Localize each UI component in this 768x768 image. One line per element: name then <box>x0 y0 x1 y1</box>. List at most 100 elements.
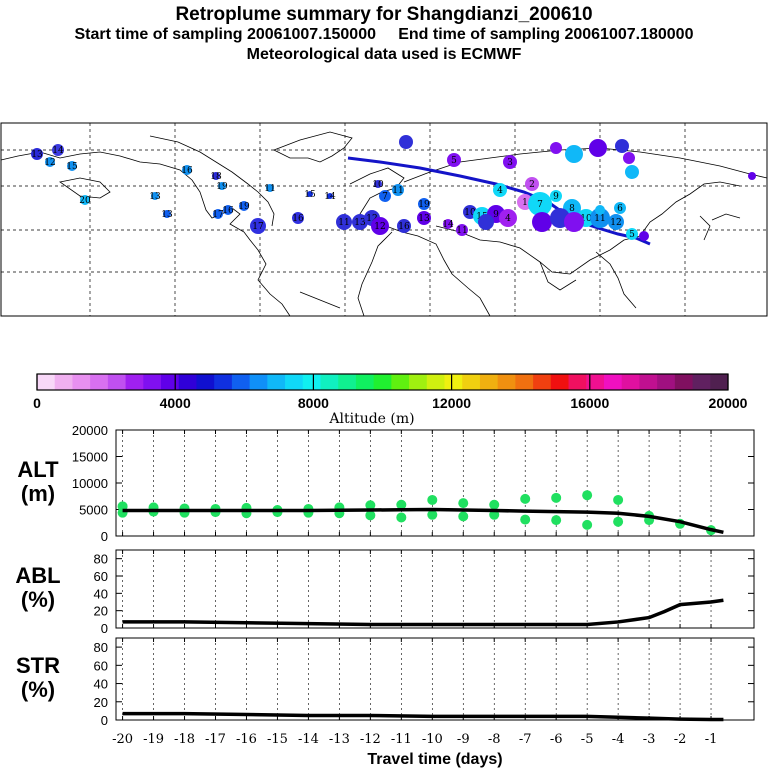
panel-frame <box>115 549 755 629</box>
colorbar-swatch <box>657 374 676 390</box>
map-marker-label: 14 <box>52 146 64 156</box>
map-marker-label: 20 <box>79 196 91 206</box>
x-tick-label: -5 <box>581 732 594 747</box>
map-marker <box>379 190 391 202</box>
map-marker-label: 13 <box>149 192 161 202</box>
altitude-point <box>613 516 624 527</box>
colorbar-label: Altitude (m) <box>328 411 414 426</box>
map-marker <box>525 177 539 191</box>
altitude-point <box>582 490 593 501</box>
map-marker-label: 5 <box>629 230 635 240</box>
map-marker-label: 10 <box>372 180 384 190</box>
map-marker-label: 13 <box>161 210 173 220</box>
map-marker <box>223 205 233 215</box>
x-tick-label: -11 <box>391 732 412 747</box>
x-axis-label: Travel time (days) <box>367 751 502 768</box>
map-marker-label: 16 <box>181 166 193 176</box>
colorbar-swatch <box>444 374 463 390</box>
altitude-point <box>396 499 407 510</box>
colorbar-tick-label: 4000 <box>160 395 191 411</box>
map-marker-label: 12 <box>610 218 621 228</box>
series-line <box>122 711 724 722</box>
map-marker <box>623 152 635 164</box>
y-tick-label: 40 <box>94 677 108 692</box>
colorbar-swatch <box>674 374 694 390</box>
map-marker-label: 4 <box>497 186 503 196</box>
map-marker <box>392 184 404 196</box>
colorbar-swatch <box>497 374 516 390</box>
colorbar-swatch <box>479 374 499 390</box>
colorbar-swatch <box>302 374 321 390</box>
colorbar-swatch <box>515 374 534 390</box>
map-marker <box>182 165 192 175</box>
colorbar-swatch <box>214 374 233 390</box>
map-marker-label: 4 <box>505 214 511 224</box>
map-marker-label: 17 <box>212 210 224 220</box>
map-marker-label: 9 <box>493 210 499 220</box>
map-marker-label: 19 <box>418 200 430 210</box>
map-marker <box>327 193 333 199</box>
colorbar-swatch <box>231 374 251 390</box>
colorbar-swatch <box>267 374 286 390</box>
map-marker <box>417 211 431 225</box>
colorbar-swatch <box>249 374 268 390</box>
map-marker <box>532 212 552 232</box>
map-marker <box>213 209 223 219</box>
map-marker-label: 7 <box>382 192 388 202</box>
map-marker-label: 12 <box>366 214 377 224</box>
series-line <box>122 598 724 627</box>
colorbar-swatch <box>178 374 197 390</box>
x-tick-label: -3 <box>643 732 656 747</box>
map-marker-label: 16 <box>222 206 234 216</box>
map-marker <box>478 214 494 230</box>
y-axis-label: ALT <box>17 457 59 482</box>
map-marker-label: 7 <box>537 200 543 210</box>
colorbar-tick-label: 20000 <box>709 395 748 411</box>
colorbar-tick-label: 12000 <box>432 395 471 411</box>
map-marker <box>397 219 411 233</box>
altitude-point <box>489 499 500 510</box>
y-tick-label: 10000 <box>72 476 108 491</box>
map-marker-label: 10 <box>580 214 592 224</box>
y-tick-label: 0 <box>101 713 108 728</box>
colorbar-swatch <box>621 374 640 390</box>
y-tick-label: 80 <box>94 552 108 567</box>
map-marker <box>595 205 605 215</box>
x-tick-label: -4 <box>612 732 625 747</box>
map-marker <box>615 139 629 153</box>
colorbar-swatch <box>338 374 357 390</box>
map-marker-label: 19 <box>216 182 228 192</box>
panel-frame <box>115 637 755 721</box>
map-marker <box>266 184 274 192</box>
x-tick-label: -7 <box>519 732 532 747</box>
y-tick-label: 0 <box>101 621 108 636</box>
altitude-point <box>613 494 624 505</box>
alt-panel: 20000 15000 10000 5000 0 ALT(m) <box>17 426 755 544</box>
colorbar-swatch <box>90 374 109 390</box>
map-marker <box>639 231 649 241</box>
y-tick-label: 5000 <box>79 503 108 518</box>
map-marker <box>550 142 562 154</box>
colorbar-swatch <box>54 374 73 390</box>
map-marker <box>443 219 453 229</box>
map-marker-label: 16 <box>398 222 410 232</box>
x-tick-label: -8 <box>488 732 501 747</box>
map-marker-label: 2 <box>529 180 535 190</box>
map-marker-label: 11 <box>594 214 605 224</box>
colorbar-swatch <box>391 374 410 390</box>
colorbar-swatch <box>161 374 180 390</box>
map-marker-label: 15 <box>304 190 316 200</box>
map-marker-label: 11 <box>338 218 349 228</box>
map-marker <box>31 148 43 160</box>
sampling-period: Start time of sampling 20061007.150000 E… <box>74 26 694 43</box>
map-marker-label: 18 <box>210 172 222 182</box>
x-tick-label: -19 <box>143 732 164 747</box>
map-marker <box>292 212 304 224</box>
colorbar-swatch <box>568 374 587 390</box>
colorbar-swatch <box>107 374 127 390</box>
x-tick-label: -14 <box>298 732 319 747</box>
colorbar-swatch <box>533 374 552 390</box>
map-marker <box>374 180 382 188</box>
x-tick-label: -16 <box>236 732 257 747</box>
